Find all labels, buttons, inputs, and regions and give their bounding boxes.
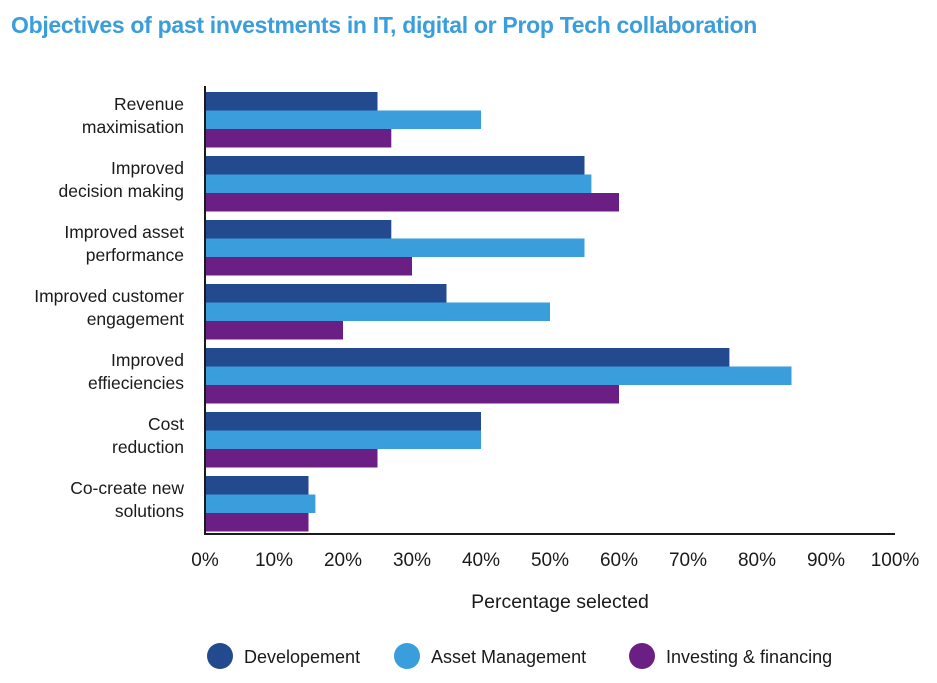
axes-group <box>204 86 895 535</box>
bar-1-4 <box>206 284 447 303</box>
bar-2-6 <box>206 430 481 449</box>
category-label-line: solutions <box>115 501 184 521</box>
category-label-line: Co-create new <box>70 478 184 498</box>
bar-3-2 <box>206 193 619 212</box>
chart-title: Objectives of past investments in IT, di… <box>11 12 758 38</box>
category-label-line: decision making <box>59 181 184 201</box>
legend-swatch-3 <box>629 643 655 669</box>
legend-swatch-2 <box>394 643 420 669</box>
x-tick-label-6: 60% <box>600 550 638 571</box>
bar-1-2 <box>206 156 585 175</box>
legend-label-2: Asset Management <box>431 647 586 667</box>
category-label-1: Revenue maximisation <box>82 94 184 137</box>
category-label-7: Co-create new solutions <box>70 478 184 521</box>
bar-3-5 <box>206 385 619 404</box>
bar-2-1 <box>206 110 481 129</box>
bar-1-3 <box>206 220 392 239</box>
bar-1-6 <box>206 412 481 431</box>
x-tick-label-3: 30% <box>393 550 431 571</box>
category-label-line: Improved asset <box>64 222 184 242</box>
category-label-2: Improved decision making <box>59 158 184 201</box>
category-labels: Revenue maximisation Improved decision maki… <box>34 94 184 521</box>
category-label-4: Improved customer engagement <box>34 286 184 329</box>
x-tick-label-5: 50% <box>531 550 569 571</box>
category-label-line: Improved <box>111 350 184 370</box>
category-label-3: Improved asset performance <box>64 222 184 265</box>
bars-group <box>206 92 792 532</box>
legend: Developement Asset Management Investing & … <box>207 643 832 669</box>
bar-3-7 <box>206 513 309 532</box>
x-tick-label-9: 90% <box>807 550 845 571</box>
bar-1-7 <box>206 476 309 495</box>
bar-1-5 <box>206 348 730 367</box>
category-label-line: Cost <box>148 414 184 434</box>
category-label-line: performance <box>86 245 184 265</box>
category-label-line: maximisation <box>82 117 184 137</box>
x-tick-label-0: 0% <box>191 550 219 571</box>
legend-label-1: Developement <box>244 647 360 667</box>
bar-3-6 <box>206 449 378 468</box>
legend-label-3: Investing & financing <box>666 647 832 667</box>
category-label-5: Improved effieciencies <box>88 350 184 393</box>
x-tick-labels: 0% 10% 20% 30% 40% 50% 60% 70% 80% 90% 100% <box>191 550 919 571</box>
bar-2-3 <box>206 238 585 257</box>
category-label-line: Improved customer <box>34 286 184 306</box>
legend-swatch-1 <box>207 643 233 669</box>
bar-2-2 <box>206 174 592 193</box>
bar-3-1 <box>206 129 392 148</box>
category-label-line: engagement <box>87 309 184 329</box>
x-tick-label-10: 100% <box>871 550 920 571</box>
bar-3-3 <box>206 257 412 276</box>
bar-2-4 <box>206 302 550 321</box>
bar-2-7 <box>206 494 316 513</box>
category-label-6: Cost reduction <box>112 414 184 457</box>
bar-2-5 <box>206 366 792 385</box>
x-tick-label-2: 20% <box>324 550 362 571</box>
bar-1-1 <box>206 92 378 111</box>
category-label-line: Revenue <box>114 94 184 114</box>
x-axis-title: Percentage selected <box>471 591 649 613</box>
x-tick-label-1: 10% <box>255 550 293 571</box>
category-label-line: Improved <box>111 158 184 178</box>
category-label-line: effieciencies <box>88 373 184 393</box>
bar-3-4 <box>206 321 343 340</box>
category-label-line: reduction <box>112 437 184 457</box>
x-tick-label-8: 80% <box>738 550 776 571</box>
x-tick-label-4: 40% <box>462 550 500 571</box>
x-tick-label-7: 70% <box>669 550 707 571</box>
